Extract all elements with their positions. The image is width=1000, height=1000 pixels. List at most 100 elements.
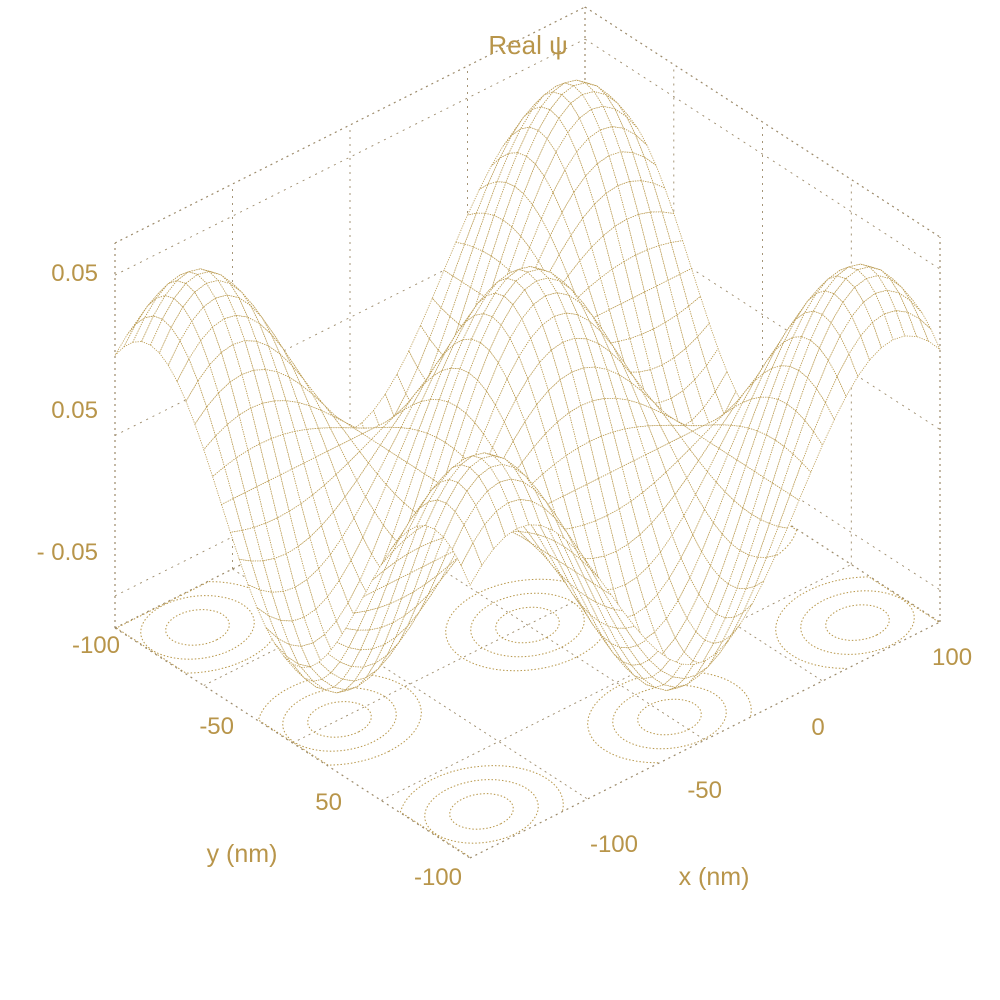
- surface-patch: [427, 399, 449, 438]
- surface-patch: [590, 568, 612, 596]
- surface-patch: [250, 305, 272, 335]
- surface-patch: [420, 369, 443, 403]
- surface-patch: [638, 402, 661, 427]
- surface-patch: [398, 508, 420, 540]
- floor-grid-line: [349, 509, 706, 741]
- y-tick-label: -100: [72, 632, 120, 659]
- surface-patch: [365, 473, 387, 513]
- surface-patch: [670, 390, 693, 430]
- surface-patch: [410, 489, 432, 520]
- surface-patch: [695, 471, 717, 511]
- surface-patch: [250, 402, 272, 445]
- surface-patch: [164, 280, 187, 299]
- plot-box-floor-edges: [114, 621, 941, 859]
- surface-patch: [383, 539, 406, 571]
- surface-patch: [816, 359, 838, 404]
- surface-patch: [683, 493, 705, 536]
- surface-patch: [812, 290, 835, 315]
- surface-patch: [626, 116, 648, 146]
- surface-patch: [490, 135, 512, 167]
- floor-contour: [307, 701, 372, 738]
- surface-patch: [241, 369, 263, 409]
- surface-patch: [356, 607, 379, 631]
- surface-patch: [521, 446, 544, 486]
- surface-patch: [259, 589, 282, 622]
- surface-patch: [815, 275, 839, 295]
- surface-patch: [141, 315, 163, 346]
- surface-patch: [212, 466, 234, 506]
- surface-patch: [750, 367, 773, 400]
- floor-contour: [445, 578, 610, 672]
- surface-patch: [620, 151, 642, 182]
- surface-patch: [434, 502, 456, 538]
- surface-patch: [466, 183, 489, 216]
- surface-patch: [660, 659, 683, 678]
- surface-patch: [622, 661, 645, 680]
- surface-patch: [515, 377, 538, 423]
- surface-patch: [601, 588, 624, 612]
- x-tick-label: -100: [590, 831, 638, 858]
- y-axis-label: y (nm): [207, 840, 278, 868]
- surface-patch: [486, 361, 508, 406]
- surface-patch: [741, 373, 764, 404]
- surface-patch: [431, 467, 453, 491]
- surface-patch: [374, 415, 396, 429]
- box-edge: [114, 627, 471, 859]
- surface-patch: [649, 211, 672, 247]
- box-edge: [584, 6, 941, 238]
- surface-patch: [883, 310, 906, 341]
- surface-patch: [347, 579, 370, 622]
- surface-patch: [265, 627, 287, 657]
- surface-patch: [748, 519, 770, 558]
- floor-contour: [165, 609, 230, 646]
- surface-patch: [309, 661, 332, 680]
- surface-patch: [731, 603, 753, 636]
- surface-patch: [425, 499, 447, 530]
- surface-patch: [627, 399, 649, 428]
- surface-patch: [512, 289, 534, 320]
- floor-contour: [800, 590, 915, 655]
- floor-contour: [424, 779, 539, 844]
- surface-patch: [609, 642, 633, 666]
- surface-patch: [385, 456, 408, 496]
- surface-patch: [906, 311, 930, 342]
- surface-patch: [297, 401, 319, 430]
- surface-patch: [532, 175, 554, 220]
- surface-patch: [460, 541, 483, 587]
- floor-grid-line: [381, 564, 852, 801]
- surface-patch: [377, 642, 399, 670]
- surface-patch: [774, 319, 796, 351]
- surface-patch: [807, 278, 829, 302]
- surface-patch: [540, 91, 563, 111]
- floor-contour: [637, 698, 702, 736]
- surface-patch: [150, 318, 172, 354]
- z-tick-label: 0.05: [51, 260, 98, 287]
- surface-patch: [444, 321, 466, 354]
- z-tick-label: - 0.05: [37, 539, 98, 566]
- surface-patch: [571, 367, 593, 407]
- surface-patch: [847, 263, 871, 271]
- floor-contour: [399, 765, 564, 858]
- surface-patch: [441, 338, 464, 372]
- surface-patch: [456, 303, 478, 334]
- surface-patch: [152, 295, 175, 320]
- surface-patch: [352, 427, 375, 435]
- surface-patch: [668, 557, 691, 602]
- surface-patch: [745, 361, 767, 392]
- surface-patch: [588, 277, 610, 317]
- floor-contour: [449, 793, 514, 830]
- surface-patch: [613, 608, 636, 629]
- surface-patch: [292, 663, 315, 683]
- surface-patch: [452, 243, 475, 283]
- surface-patch: [507, 498, 530, 530]
- surface-patch: [371, 524, 393, 570]
- surface-patch: [409, 541, 432, 574]
- surface-patch: [312, 484, 334, 527]
- surface-patch: [771, 336, 794, 369]
- surface-patch: [636, 639, 659, 661]
- surface-patch: [596, 155, 619, 194]
- surface-patch: [418, 399, 440, 434]
- surface-patch: [736, 427, 759, 467]
- surface-patch: [889, 278, 911, 302]
- surface-patch: [473, 292, 496, 317]
